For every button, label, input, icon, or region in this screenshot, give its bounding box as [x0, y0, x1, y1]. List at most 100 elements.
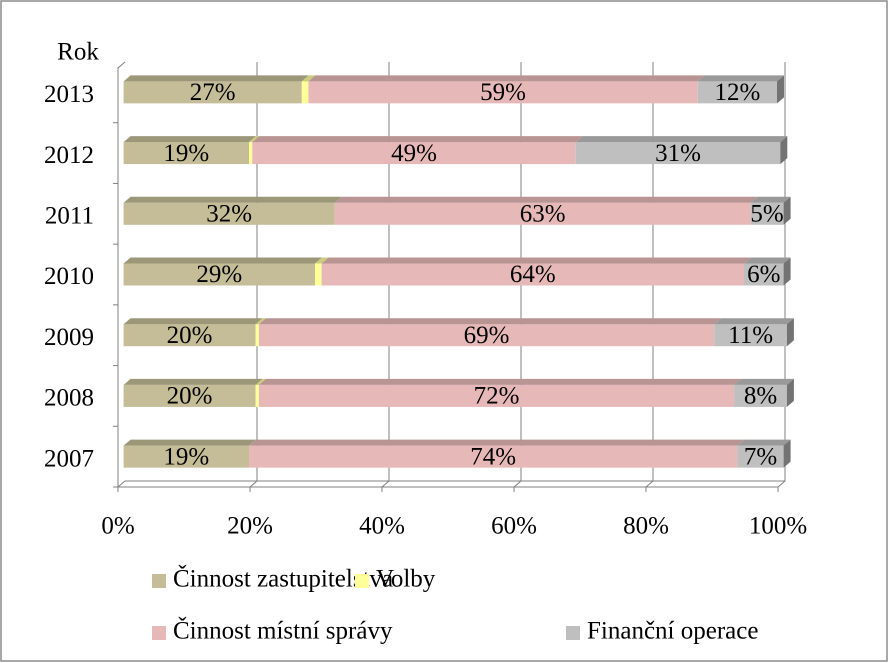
bar-front	[258, 384, 735, 407]
bar-top	[734, 378, 794, 385]
bar-segment	[249, 136, 260, 165]
bar-segment	[714, 318, 794, 347]
bar-top	[714, 318, 794, 325]
bar-segment	[734, 378, 794, 407]
bar-top	[255, 318, 266, 325]
bar-top	[252, 136, 583, 143]
x-tick-label: 0%	[101, 513, 134, 540]
data-label: 20%	[167, 322, 213, 349]
bar-top	[249, 136, 260, 143]
bar-segment	[575, 136, 788, 165]
bar-top	[301, 75, 316, 82]
bar-segment	[123, 318, 263, 347]
bar-front	[255, 384, 259, 407]
bar-front	[252, 142, 576, 165]
bar-front	[258, 324, 715, 347]
data-label: 19%	[163, 140, 209, 167]
bar-segment	[315, 257, 329, 286]
bar-segment	[123, 196, 342, 225]
bar-front	[123, 445, 249, 468]
bar-front	[123, 324, 256, 347]
bar-segment	[249, 439, 745, 468]
x-tick-label: 100%	[749, 513, 807, 540]
y-axis-line	[117, 61, 126, 487]
bar-segment	[123, 75, 309, 104]
data-label: 6%	[747, 261, 780, 288]
bar-top	[750, 196, 791, 203]
bar-top	[123, 75, 309, 82]
legend-swatch	[152, 574, 166, 588]
x-tick-label: 60%	[491, 513, 537, 540]
bar-front	[123, 263, 315, 286]
data-label: 74%	[470, 443, 516, 470]
bar-front	[308, 81, 698, 104]
bar-top	[123, 439, 256, 446]
legend-label: Činnost místní správy	[173, 617, 393, 645]
bar-top	[123, 318, 263, 325]
data-label: 72%	[474, 383, 520, 410]
bar-front	[123, 202, 335, 225]
bar-end	[783, 439, 791, 468]
x-axis-line	[117, 480, 785, 488]
bar-top	[697, 75, 784, 82]
bar-end	[777, 75, 784, 104]
data-label: 64%	[510, 261, 556, 288]
bar-end	[783, 196, 791, 225]
y-tick-label: 2013	[44, 81, 94, 108]
data-label: 7%	[744, 443, 777, 470]
bar-front	[334, 202, 751, 225]
legend-label: Volby	[376, 566, 436, 593]
bar-front	[249, 142, 253, 165]
bar-front	[734, 384, 787, 407]
bar-segment	[252, 136, 583, 165]
bar-top	[255, 378, 266, 385]
bar-top	[744, 257, 791, 264]
bar-segment	[697, 75, 784, 104]
data-label: 31%	[655, 140, 701, 167]
bar-front	[575, 142, 781, 165]
bar-top	[334, 196, 758, 203]
bar-segment	[744, 257, 791, 286]
legend-swatch	[152, 626, 166, 640]
bar-front	[255, 324, 259, 347]
bar-top	[123, 257, 322, 264]
bar-top	[315, 257, 329, 264]
data-label: 59%	[480, 79, 526, 106]
y-tick-label: 2011	[45, 203, 94, 230]
data-label: 19%	[163, 443, 209, 470]
data-label: 12%	[714, 79, 760, 106]
y-tick-label: 2010	[44, 263, 94, 290]
bar-front	[123, 384, 256, 407]
x-tick-label: 40%	[359, 513, 405, 540]
bar-front	[714, 324, 787, 347]
bar-segment	[255, 318, 266, 347]
data-label: 29%	[196, 261, 242, 288]
bar-top	[575, 136, 788, 143]
x-tick-label: 80%	[623, 513, 669, 540]
bar-top	[321, 257, 751, 264]
bar-top	[258, 318, 722, 325]
bar-segment	[750, 196, 791, 225]
bar-segment	[308, 75, 705, 104]
bar-end	[783, 257, 791, 286]
data-label: 8%	[744, 383, 777, 410]
bar-top	[249, 439, 745, 446]
bar-front	[750, 202, 784, 225]
y-axis-title: Rok	[57, 39, 99, 66]
data-label: 27%	[190, 79, 236, 106]
bar-front	[249, 445, 738, 468]
bar-segment	[123, 378, 263, 407]
bar-front	[321, 263, 744, 286]
bar-segment	[321, 257, 751, 286]
bar-segment	[258, 378, 742, 407]
bar-front	[744, 263, 784, 286]
bar-segment	[123, 439, 256, 468]
y-tick-label: 2012	[44, 142, 94, 169]
data-label: 11%	[728, 322, 773, 349]
data-label: 49%	[391, 140, 437, 167]
bar-front	[123, 142, 249, 165]
data-label: 32%	[206, 201, 252, 228]
bar-end	[786, 318, 794, 347]
bar-front	[697, 81, 777, 104]
